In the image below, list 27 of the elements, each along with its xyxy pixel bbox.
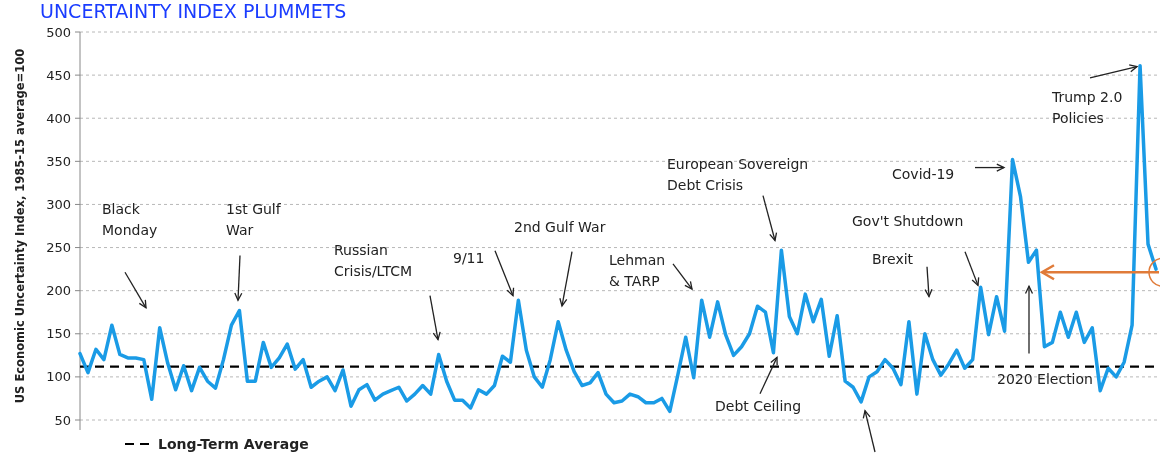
y-tick-label: 450 <box>46 67 71 83</box>
annotation: Trump 2.0 Policies <box>1051 89 1123 127</box>
annotation: Debt Ceiling <box>715 397 802 414</box>
annotation: 2020 Election <box>997 371 1093 388</box>
y-tick-label: 50 <box>54 412 71 428</box>
annotation: Lehman & TARP <box>609 251 666 289</box>
y-tick-label: 400 <box>46 110 71 126</box>
annotation: Covid-19 <box>892 165 955 182</box>
annotation: Russian Crisis/LTCM <box>334 242 413 280</box>
annotation: Gov't Shutdown <box>852 212 964 229</box>
annotation: 9/11 <box>453 249 485 266</box>
y-tick-label: 500 <box>46 24 71 40</box>
y-tick-label: 150 <box>46 326 71 342</box>
annotation: 2nd Gulf War <box>514 219 606 236</box>
y-tick-label: 250 <box>46 240 71 256</box>
annotation: Black Monday <box>102 201 158 239</box>
y-axis-title: US Economic Uncertainty Index, 1985-15 average=100 <box>13 48 27 404</box>
y-tick-label: 300 <box>46 196 71 212</box>
annotation: 1st Gulf War <box>226 201 282 239</box>
annotation: European Sovereign Debt Crisis <box>667 156 809 194</box>
y-tick-label: 350 <box>46 153 71 169</box>
annotation: Brexit <box>872 250 914 267</box>
legend-label: Long-Term Average <box>158 435 309 452</box>
y-tick-label: 100 <box>46 369 71 385</box>
chart-title: UNCERTAINTY INDEX PLUMMETS <box>40 0 347 22</box>
line-series <box>78 63 1158 414</box>
y-tick-label: 200 <box>46 283 71 299</box>
